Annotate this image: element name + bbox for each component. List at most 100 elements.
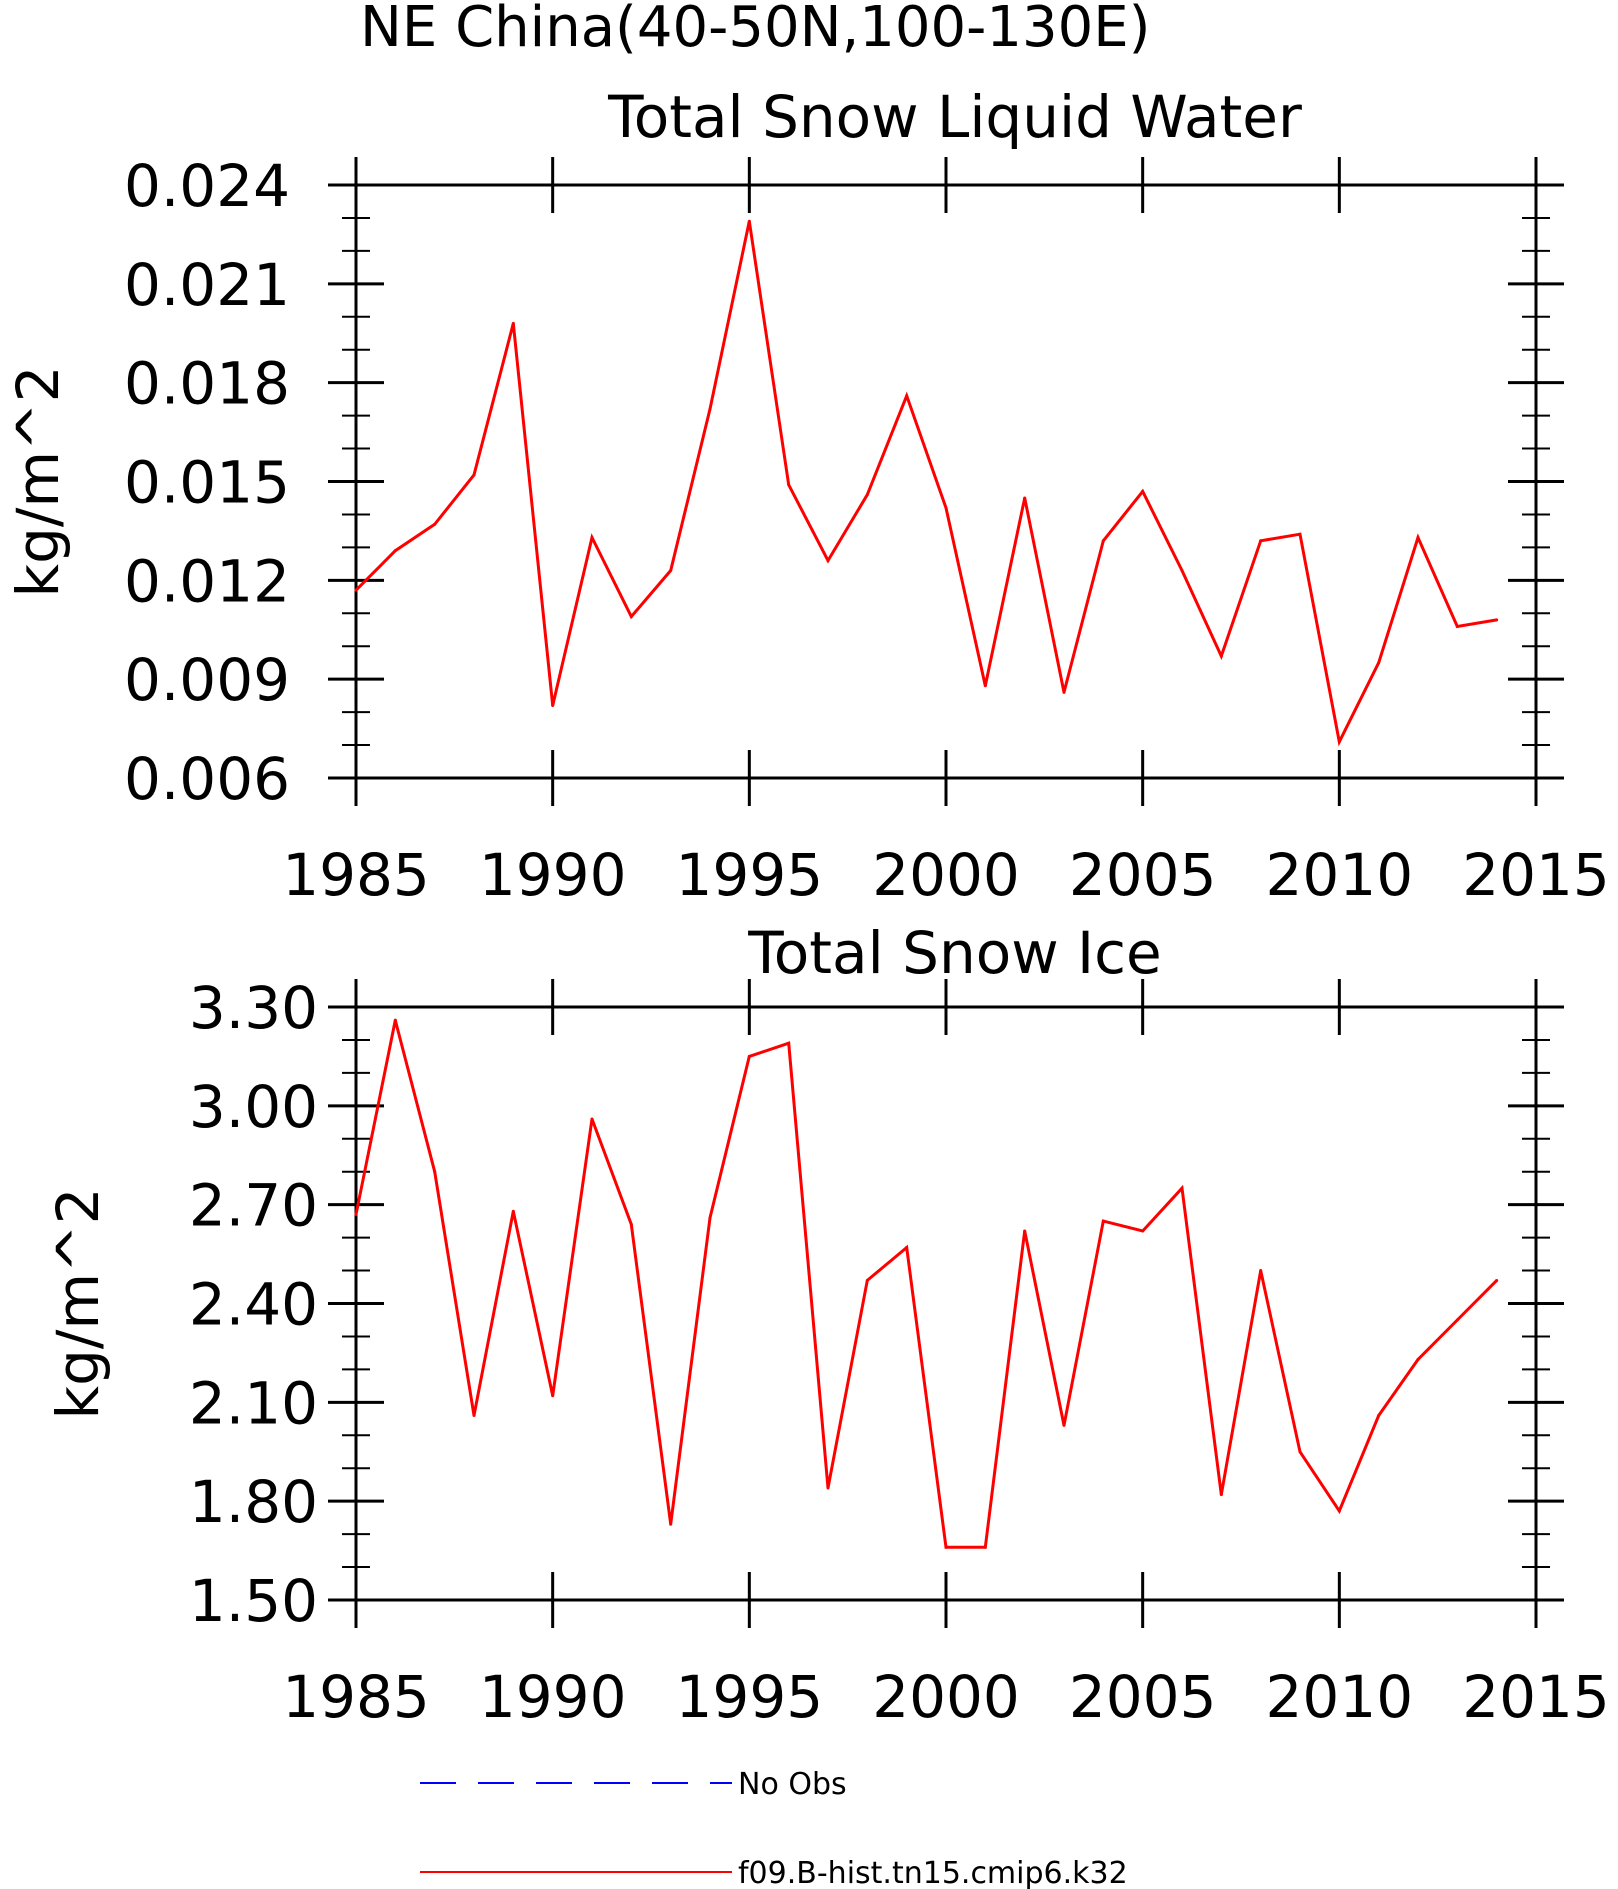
legend-label: f09.B-hist.tn15.cmip6.k32 [738,1856,1128,1889]
data-point [905,394,909,398]
data-point [1416,536,1420,540]
x-tick-label: 1990 [479,1663,627,1731]
x-tick-label: 2015 [1462,841,1610,909]
data-point [1141,489,1145,493]
data-point [708,1216,712,1220]
data-point [1495,618,1499,622]
x-tick-label: 1985 [282,1663,430,1731]
panel-title: Total Snow Liquid Water [607,83,1302,151]
data-point [433,522,437,526]
data-point [1023,496,1027,500]
data-point [1495,1278,1499,1282]
data-point [826,1486,830,1490]
data-point [511,321,515,325]
y-tick-label: 0.015 [124,449,290,517]
data-point [590,1117,594,1121]
data-point [1062,1423,1066,1427]
x-tick-label: 1995 [676,1663,824,1731]
data-point [1180,1186,1184,1190]
series-line [354,220,1497,747]
data-point [590,536,594,540]
data-point [433,1170,437,1174]
y-tick-label: 0.021 [124,251,290,319]
data-point [1219,654,1223,658]
data-point [551,704,555,708]
x-tick-label: 2010 [1266,1663,1414,1731]
legend-label: No Obs [738,1767,847,1802]
data-point [826,559,830,563]
data-point [865,493,869,497]
y-tick-label: 1.80 [189,1468,318,1536]
chart-panel-snow-ice: Total Snow Ice kg/m^2 1985 1990 1995 2000 2005… [44,919,1610,1731]
data-point [393,549,397,553]
x-tick-label: 2000 [872,841,1020,909]
legend: No Obs f09.B-hist.tn15.cmip6.k32 [420,1767,1128,1889]
y-tick-label: 0.006 [124,745,290,813]
x-tick-label: 2010 [1266,841,1414,909]
data-point [629,615,633,619]
data-point [669,568,673,572]
data-point [1377,1414,1381,1418]
data-point [472,1414,476,1418]
data-point [1180,568,1184,572]
x-tick-label: 1995 [676,841,824,909]
data-point [1337,740,1341,744]
data-point [511,1209,515,1213]
data-point [865,1278,869,1282]
y-axis-label: kg/m^2 [44,1188,112,1420]
y-axis-label: kg/m^2 [4,366,72,598]
data-point [1101,539,1105,543]
data-point [551,1394,555,1398]
data-point [944,506,948,510]
data-point [629,1222,633,1226]
y-tick-label: 2.10 [189,1369,318,1437]
data-point [787,1041,791,1045]
data-point [1101,1219,1105,1223]
x-tick-label: 1990 [479,841,627,909]
x-tick-label: 2000 [872,1663,1020,1731]
y-tick-label: 2.40 [189,1271,318,1339]
y-tick-label: 0.024 [124,152,290,220]
data-point [1298,532,1302,536]
x-tick-label: 2005 [1069,841,1217,909]
data-point [1377,661,1381,665]
plot-frame [354,183,1538,780]
data-point [1298,1450,1302,1454]
data-point [787,483,791,487]
data-point [1023,1229,1027,1233]
y-tick-label: 0.018 [124,350,290,418]
data-point [747,219,751,223]
data-point [1141,1229,1145,1233]
x-tick-label: 2005 [1069,1663,1217,1731]
data-point [747,1054,751,1058]
data-point [1455,1318,1459,1322]
series-line [354,1019,1498,1549]
data-point [354,588,358,592]
data-point [708,407,712,411]
data-point [905,1245,909,1249]
data-point [983,684,987,688]
panel-title: Total Snow Ice [747,919,1162,987]
x-tick-label: 1985 [282,841,430,909]
data-point [983,1545,987,1549]
data-point [1259,1269,1263,1273]
y-tick-label: 2.70 [189,1172,318,1240]
data-point [669,1522,673,1526]
data-point [944,1545,948,1549]
data-point [1416,1358,1420,1362]
data-point [1062,690,1066,694]
y-tick-label: 1.50 [189,1567,318,1635]
y-tick-label: 0.009 [124,646,290,714]
data-point [393,1018,397,1022]
chart-panel-snow-liquid-water: Total Snow Liquid Water kg/m^2 1985 1990 199… [4,83,1610,909]
x-tick-label: 2015 [1462,1663,1610,1731]
y-tick-label: 3.30 [189,974,318,1042]
data-point [1337,1509,1341,1513]
y-tick-label: 3.00 [189,1073,318,1141]
data-point [472,473,476,477]
y-tick-label: 0.012 [124,547,290,615]
data-point [1455,624,1459,628]
page-title: NE China(40-50N,100-130E) [360,0,1151,60]
data-point [1219,1493,1223,1497]
